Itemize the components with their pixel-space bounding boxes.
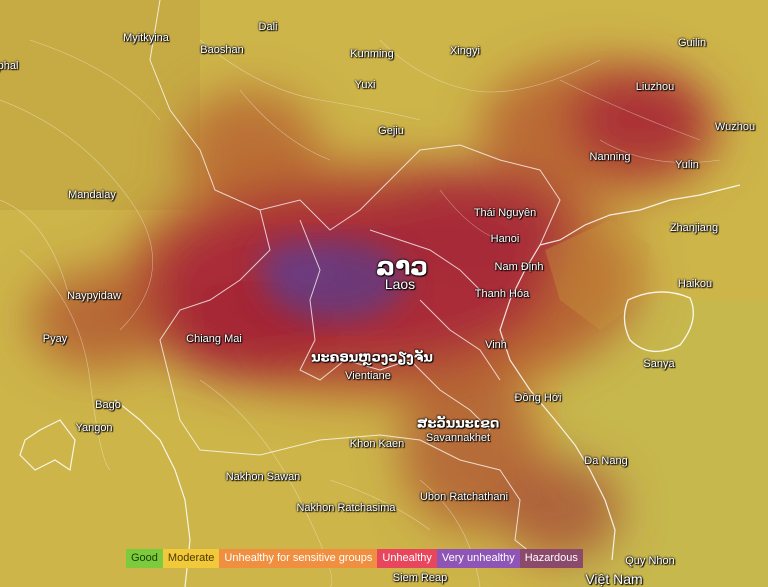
city-label: Kunming — [350, 48, 394, 60]
legend-good: Good — [126, 549, 163, 568]
city-label: Zhanjiang — [669, 222, 719, 234]
city-label: Sanya — [643, 358, 675, 370]
city-label: Haikou — [677, 278, 713, 290]
city-label: phal — [0, 60, 19, 72]
city-label: Nanning — [589, 151, 631, 163]
city-label: Thái Nguyên — [473, 207, 537, 219]
city-label: Pyay — [42, 333, 68, 345]
city-label: Vinh — [485, 339, 507, 351]
city-label: Gejiu — [378, 125, 404, 137]
city-label: Đồng Hới — [514, 392, 562, 404]
city-label: Bago — [95, 399, 121, 411]
city-label: Wuzhou — [714, 121, 756, 133]
country-label-vietnam: Việt Nam — [585, 571, 643, 587]
capital-name-native: ນະຄອນຫຼວງວຽງຈັນ — [311, 350, 433, 366]
legend-moderate: Moderate — [162, 549, 220, 568]
city-label: Chiang Mai — [186, 333, 242, 345]
aqi-legend: Good Moderate Unhealthy for sensitive gr… — [126, 549, 583, 568]
province-name-en: Savannakhet — [425, 432, 491, 444]
province-name-native: ສະວັນນະເຂດ — [416, 416, 500, 432]
city-label: Ubon Ratchathani — [419, 491, 509, 503]
city-label: Nam Định — [494, 261, 544, 273]
city-label: Quy Nhon — [625, 555, 675, 567]
city-label: Naypyidaw — [67, 290, 121, 302]
capital-name-en: Vientiane — [345, 370, 391, 382]
city-label: Yuxi — [354, 79, 376, 91]
city-label: Thanh Hóa — [474, 288, 530, 300]
city-label: Liuzhou — [635, 81, 675, 93]
country-name-native: ລາວ — [375, 251, 429, 281]
city-label: Siem Reap — [392, 572, 448, 584]
country-name-en: Laos — [384, 276, 416, 292]
city-label: Khon Kaen — [349, 438, 405, 450]
legend-very-unhealthy: Very unhealthy — [436, 549, 520, 568]
city-label: Dali — [258, 21, 278, 33]
city-label: Yulin — [675, 159, 699, 171]
legend-unhealthy-sensitive: Unhealthy for sensitive groups — [219, 549, 378, 568]
city-label: Nakhon Sawan — [225, 471, 301, 483]
city-label: Xingyi — [450, 45, 480, 57]
city-label: Nakhon Ratchasima — [296, 502, 396, 514]
city-label: Hanoi — [490, 233, 520, 245]
city-label: Yangon — [75, 422, 113, 434]
legend-unhealthy: Unhealthy — [377, 549, 437, 568]
city-label: Mandalay — [68, 189, 116, 201]
city-label: Da Nang — [584, 455, 628, 467]
city-label: Guilin — [677, 37, 707, 49]
city-label: Myitkyina — [123, 32, 169, 44]
city-label: Baoshan — [200, 44, 244, 56]
legend-hazardous: Hazardous — [519, 549, 583, 568]
